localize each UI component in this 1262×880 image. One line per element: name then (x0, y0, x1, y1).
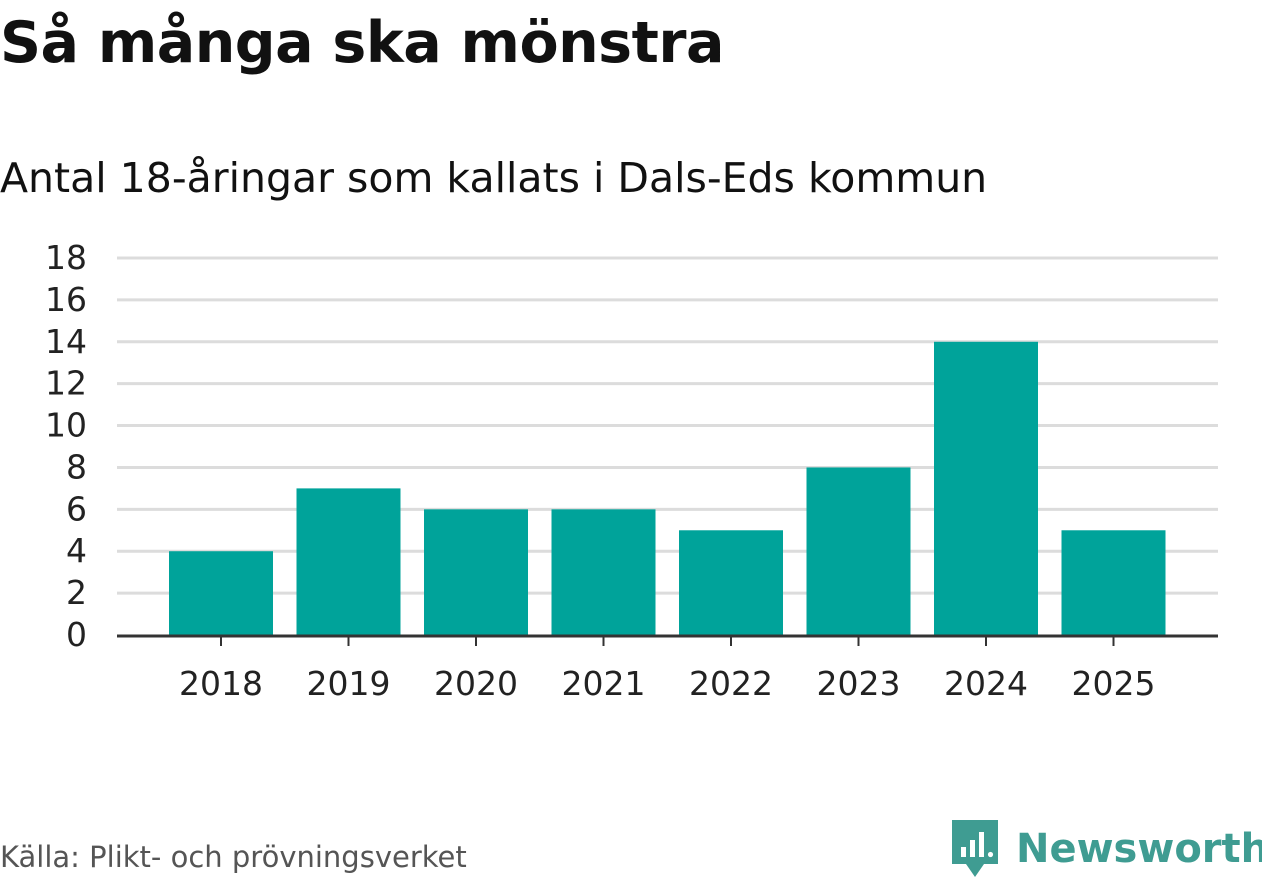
y-tick-label: 18 (45, 238, 87, 277)
brand-name: Newsworthy (1016, 826, 1262, 872)
bar-2019 (296, 488, 401, 635)
x-tick-label: 2020 (434, 664, 518, 703)
brand-logo: Newsworthy (950, 818, 1262, 880)
y-tick-label: 12 (45, 364, 87, 403)
x-axis-ticks: 2018 2019 2020 2021 2022 2023 2024 2025 (179, 635, 1155, 703)
x-tick-label: 2024 (944, 664, 1028, 703)
x-tick-label: 2023 (817, 664, 901, 703)
y-tick-label: 10 (45, 406, 87, 445)
bars (169, 341, 1166, 635)
x-tick-label: 2022 (689, 664, 773, 703)
bar-2018 (169, 551, 273, 635)
chart-title: Så många ska mönstra (0, 10, 724, 76)
y-tick-label: 14 (45, 322, 87, 361)
x-tick-label: 2019 (307, 664, 391, 703)
newsworthy-logo-icon (952, 820, 998, 877)
bar-2021 (551, 509, 656, 635)
bar-2022 (679, 530, 783, 635)
x-tick-label: 2018 (179, 664, 263, 703)
gridlines (117, 256, 1218, 595)
y-tick-label: 0 (66, 615, 87, 654)
bar-2024 (934, 341, 1038, 635)
chart-subtitle: Antal 18-åringar som kallats i Dals-Eds … (0, 154, 988, 202)
y-tick-label: 8 (66, 447, 87, 486)
x-tick-label: 2025 (1072, 664, 1156, 703)
source-note: Källa: Plikt- och prövningsverket (0, 840, 467, 874)
y-tick-label: 16 (45, 280, 87, 319)
bar-2025 (1061, 530, 1166, 635)
x-tick-label: 2021 (562, 664, 646, 703)
y-tick-label: 4 (66, 531, 87, 570)
bar-2023 (806, 467, 911, 635)
bar-2020 (424, 509, 528, 635)
y-tick-label: 6 (66, 489, 87, 528)
y-tick-label: 2 (66, 573, 87, 612)
